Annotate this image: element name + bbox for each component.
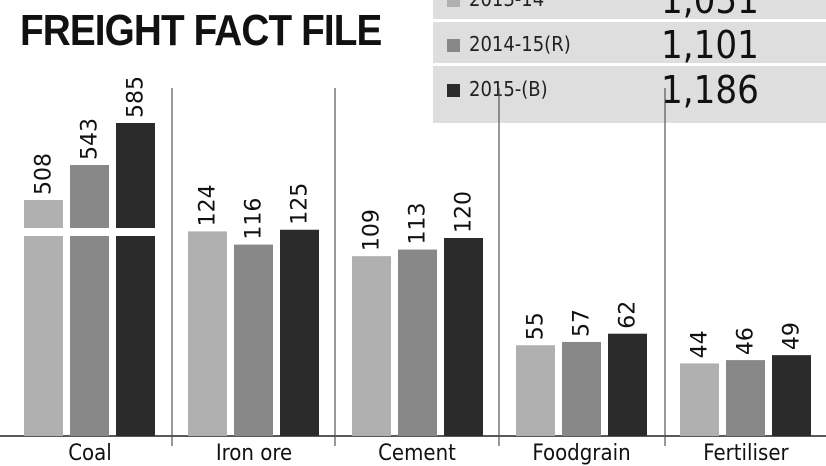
legend-value: 1,101 (661, 23, 759, 67)
legend-value: 1,186 (661, 68, 759, 112)
bar (70, 236, 109, 436)
legend-swatch (447, 0, 460, 7)
data-label: 120 (452, 191, 477, 233)
data-label: 49 (780, 322, 805, 350)
bar (726, 360, 765, 436)
data-label: 113 (406, 203, 431, 245)
bar (234, 244, 273, 436)
data-label: 116 (242, 198, 267, 240)
bar-upper-segment (116, 123, 155, 228)
category-label: Iron ore (215, 441, 293, 466)
legend-item: 2014-15(R) 1,101 (433, 23, 826, 67)
bar (680, 363, 719, 436)
data-label: 124 (196, 184, 221, 226)
data-label: 125 (288, 183, 313, 225)
bar-upper-segment (24, 200, 63, 228)
data-label: 55 (524, 312, 549, 340)
data-label: 57 (570, 309, 595, 337)
legend-divider (433, 63, 826, 66)
data-label: 46 (734, 327, 759, 355)
bar (24, 236, 63, 436)
data-label: 109 (360, 209, 385, 251)
data-label: 62 (616, 301, 641, 329)
legend-swatch (447, 39, 460, 52)
legend-label: 2014-15(R) (469, 32, 571, 56)
category-label: Foodgrain (532, 441, 631, 466)
bar (188, 231, 227, 436)
bar (116, 236, 155, 436)
legend-label: 2013-14 (469, 0, 544, 11)
data-label: 585 (124, 76, 149, 118)
legend-item: 2013-14 1,051 (433, 0, 826, 22)
legend-divider (433, 19, 826, 22)
legend-value: 1,051 (661, 0, 759, 22)
legend-swatch (447, 84, 460, 97)
bar (516, 345, 555, 436)
bar (398, 249, 437, 436)
category-label: Cement (378, 441, 456, 466)
data-label: 44 (688, 330, 713, 358)
category-label: Fertiliser (703, 441, 789, 466)
bar-upper-segment (70, 165, 109, 228)
bar (444, 238, 483, 436)
bar (280, 229, 319, 436)
bar (352, 256, 391, 436)
bar (608, 333, 647, 436)
legend-box: 2013-14 1,051 2014-15(R) 1,101 2015-(B) … (433, 0, 826, 123)
legend-label: 2015-(B) (469, 77, 548, 101)
legend-item: 2015-(B) 1,186 (433, 68, 826, 112)
data-label: 543 (78, 118, 103, 160)
data-label: 508 (32, 153, 57, 195)
bar (562, 341, 601, 436)
category-label: Coal (68, 441, 112, 466)
bar (772, 355, 811, 436)
page-title: FREIGHT FACT FILE (20, 6, 382, 55)
